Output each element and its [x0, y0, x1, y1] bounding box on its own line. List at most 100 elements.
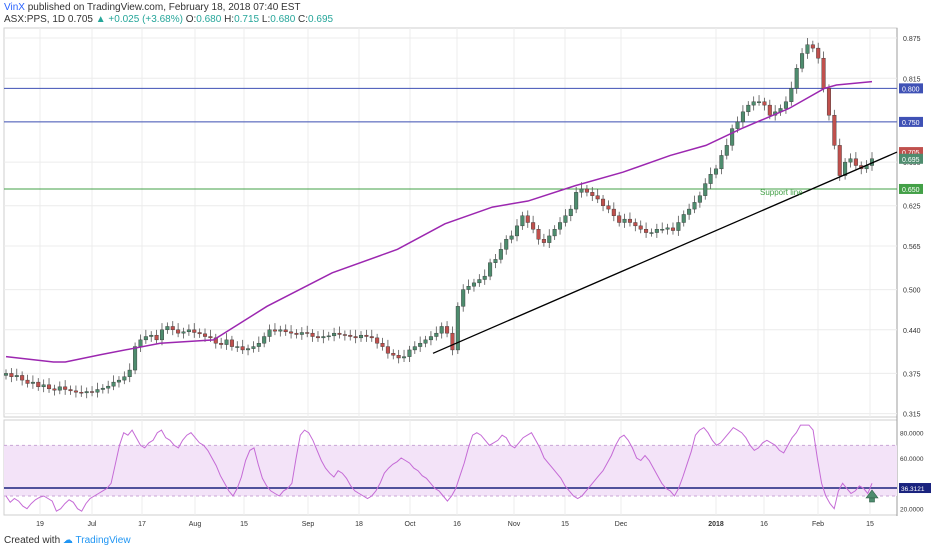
- candle-body: [644, 229, 649, 233]
- candle-body: [423, 339, 428, 344]
- candle-body: [181, 331, 186, 334]
- candle-body: [670, 227, 675, 231]
- candle-body: [649, 232, 654, 234]
- candle-body: [310, 332, 315, 337]
- candle-body: [531, 222, 536, 230]
- candle-body: [547, 235, 552, 243]
- x-tick-label: Oct: [405, 521, 416, 528]
- candle-body: [36, 381, 41, 388]
- candle-body: [165, 326, 170, 331]
- close-value: 0.695: [308, 14, 334, 25]
- candle-body: [428, 336, 433, 341]
- candle-body: [703, 183, 708, 196]
- candle-body: [262, 336, 267, 344]
- candle-body: [95, 389, 100, 393]
- y-tick-label: 0.500: [903, 288, 921, 295]
- candle-body: [353, 336, 358, 339]
- candle-body: [84, 391, 89, 394]
- price-label-bg: [899, 83, 923, 94]
- candle-body: [536, 229, 541, 240]
- x-tick-label: Feb: [812, 521, 824, 528]
- candle-body: [714, 168, 719, 175]
- candle-body: [708, 174, 713, 184]
- candle-body: [192, 329, 197, 333]
- rsi-value-label: 36.3121: [901, 486, 925, 493]
- candle-body: [590, 192, 595, 196]
- candle-body: [385, 346, 390, 354]
- support-line-annotation: Support line: [760, 188, 803, 197]
- candle-body: [660, 229, 665, 231]
- candle-body: [832, 114, 837, 146]
- publish-info: published on TradingView.com, February 1…: [27, 2, 301, 13]
- candle-body: [552, 229, 557, 237]
- candle-body: [843, 161, 848, 176]
- x-tick-label: 15: [866, 521, 874, 528]
- candle-body: [412, 346, 417, 351]
- rsi-tick-label: 80.0000: [900, 431, 924, 438]
- candle-body: [579, 188, 584, 193]
- candle-body: [611, 208, 616, 216]
- candle-body: [445, 326, 450, 334]
- candle-body: [439, 326, 444, 334]
- candle-body: [816, 47, 821, 59]
- candle-body: [348, 334, 353, 337]
- x-tick-label: Dec: [615, 521, 628, 528]
- candle-body: [746, 104, 751, 113]
- x-tick-label: 17: [138, 521, 146, 528]
- symbol-header: ASX:PPS, 1D 0.705 ▲ +0.025 (+3.68%) O:0.…: [4, 14, 333, 25]
- candle-body: [219, 343, 224, 345]
- candle-body: [418, 343, 423, 347]
- candle-body: [740, 111, 745, 123]
- candle-body: [627, 218, 632, 223]
- candle-body: [563, 215, 568, 223]
- candle-body: [606, 205, 611, 210]
- candle-body: [203, 333, 208, 337]
- candle-body: [364, 334, 369, 337]
- candle-body: [488, 262, 493, 277]
- candle-body: [617, 215, 622, 223]
- candle-body: [186, 329, 191, 333]
- price-label: 0.750: [902, 120, 920, 127]
- close-label: C:: [298, 14, 309, 25]
- candle-body: [574, 192, 579, 210]
- candle-body: [757, 101, 762, 103]
- x-tick-label: 15: [240, 521, 248, 528]
- candle-body: [79, 391, 84, 394]
- candle-body: [289, 331, 294, 334]
- candle-body: [143, 336, 148, 341]
- candle-body: [477, 279, 482, 284]
- candle-body: [305, 332, 310, 334]
- low-value: 0.680: [270, 14, 296, 25]
- candle-body: [332, 332, 337, 337]
- created-with: Created with: [4, 535, 61, 546]
- candle-body: [751, 101, 756, 106]
- open-label: O:: [185, 14, 197, 25]
- y-tick-label: 0.565: [903, 244, 921, 251]
- candle-body: [30, 381, 35, 384]
- author-link[interactable]: VinX: [4, 2, 25, 13]
- candle-body: [138, 339, 143, 347]
- candle-body: [267, 329, 272, 337]
- candle-body: [504, 239, 509, 250]
- candle-body: [482, 275, 487, 280]
- candle-body: [278, 329, 283, 332]
- candle-body: [541, 239, 546, 243]
- candle-body: [326, 335, 331, 338]
- candle-body: [41, 384, 46, 388]
- candle-body: [455, 306, 460, 351]
- candle-body: [176, 329, 181, 334]
- candle-body: [369, 336, 374, 339]
- candle-body: [789, 88, 794, 102]
- tradingview-link[interactable]: TradingView: [75, 535, 131, 546]
- candle-body: [407, 349, 412, 357]
- candle-body: [805, 44, 810, 54]
- price-label: 0.800: [902, 86, 920, 93]
- candle-body: [584, 188, 589, 193]
- y-tick-label: 0.815: [903, 76, 921, 83]
- candle-body: [391, 353, 396, 356]
- candle-body: [359, 334, 364, 339]
- candle-body: [111, 381, 116, 387]
- rsi-line: [5, 424, 873, 512]
- x-tick-label: 19: [36, 521, 44, 528]
